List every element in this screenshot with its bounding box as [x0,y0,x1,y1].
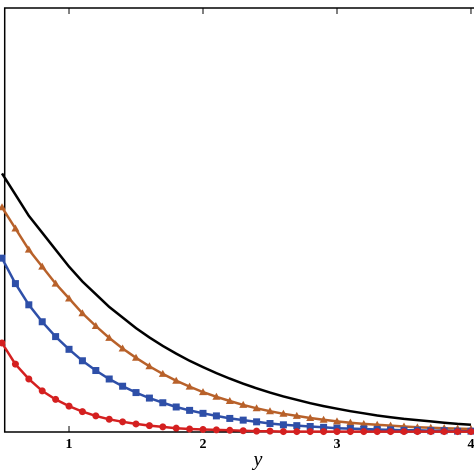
marker [65,345,73,353]
marker [440,428,448,436]
marker [119,418,127,426]
marker [212,392,221,400]
marker [400,428,408,436]
marker [346,428,354,436]
x-tick-label: 4 [467,437,474,452]
marker [239,400,248,408]
marker [91,322,100,329]
plot-frame [3,7,474,433]
marker [145,422,153,430]
series-line [0,206,472,431]
marker [225,397,234,405]
marker [186,406,194,414]
marker [199,388,208,396]
marker [0,254,6,262]
x-tick-label: 2 [200,437,207,452]
marker [38,262,47,270]
marker [25,375,33,383]
marker [293,422,301,430]
marker [52,333,60,341]
marker [105,415,113,423]
marker [319,415,328,423]
marker [158,369,167,377]
marker [65,402,73,410]
marker [253,427,261,435]
x-axis-label: y [252,449,263,471]
marker [52,395,60,403]
marker [239,427,247,435]
marker [266,420,274,428]
marker [333,428,341,436]
marker [226,426,234,434]
marker [78,408,86,416]
marker [292,411,301,419]
marker [387,428,395,436]
marker [252,404,261,412]
marker [306,428,314,436]
marker [199,409,207,417]
marker [132,389,140,397]
marker [65,294,74,302]
marker [279,421,287,429]
marker [0,203,7,211]
marker [360,428,368,436]
marker [332,417,341,425]
marker [0,339,6,347]
marker [186,425,194,433]
marker [172,403,180,411]
marker [132,420,140,428]
marker [413,428,421,436]
marker [346,418,355,426]
marker [11,224,20,232]
marker [172,376,181,384]
marker [306,414,315,422]
marker [212,412,220,420]
marker [105,375,113,383]
marker [279,428,287,436]
marker [38,387,46,395]
marker [24,245,33,253]
marker [265,407,274,415]
marker [159,423,167,431]
marker [92,367,100,375]
marker [172,424,180,432]
marker [373,428,381,436]
marker [118,344,127,352]
x-tick-label: 1 [66,437,73,452]
marker [105,333,114,341]
marker [212,426,220,434]
marker [11,360,19,368]
marker [454,428,462,436]
marker [199,425,207,433]
marker [320,428,328,436]
marker [38,318,46,326]
marker [279,409,288,417]
marker [51,279,60,287]
marker [25,301,33,309]
marker [427,428,435,436]
marker [92,412,100,420]
marker [359,419,368,427]
marker [239,416,247,424]
marker [78,357,86,365]
marker [78,309,87,317]
marker [145,362,154,370]
x-tick-label: 3 [333,437,340,452]
series-line [0,172,472,427]
marker [119,382,127,390]
marker [132,353,141,361]
marker [11,280,19,288]
marker [320,423,328,431]
marker [185,382,194,390]
marker [226,414,234,422]
marker [266,427,274,435]
marker [145,394,153,402]
marker [467,428,474,436]
marker [306,422,314,430]
marker [293,428,301,436]
marker [253,418,261,426]
marker [159,399,167,407]
